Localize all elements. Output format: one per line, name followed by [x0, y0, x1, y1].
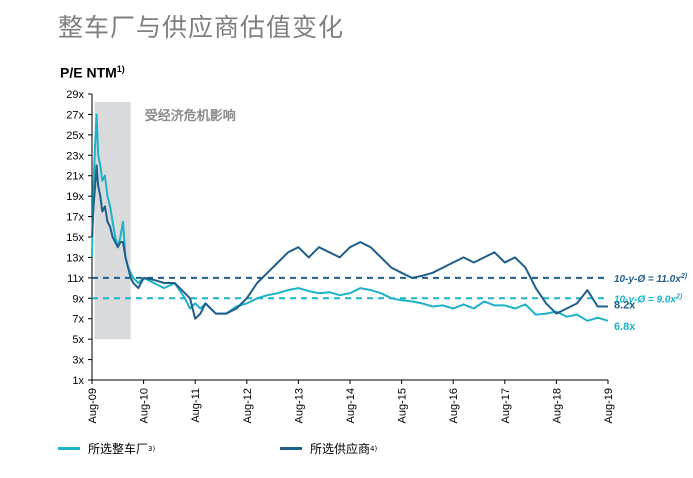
y-tick-label: 19x [66, 191, 84, 203]
y-tick-label: 13x [66, 252, 84, 264]
x-tick-label: Aug-18 [551, 388, 563, 423]
y-tick-label: 9x [72, 293, 84, 305]
y-tick-label: 25x [66, 130, 84, 142]
x-tick-label: Aug-11 [190, 388, 202, 423]
series-end-label: 6.8x [614, 321, 636, 333]
crisis-label: 受经济危机影响 [145, 108, 236, 124]
x-tick-label: Aug-10 [139, 388, 151, 423]
legend-item-supplier: 所选供应商 4) [280, 440, 377, 457]
y-tick-label: 11x [67, 273, 84, 285]
avg-label: 10-y-Ø = 9.0x2) [614, 293, 683, 305]
legend-label-oem: 所选整车厂 [88, 442, 149, 456]
y-axis-label-note: 1) [116, 64, 125, 74]
series-line [91, 164, 608, 320]
legend-item-oem: 所选整车厂 3) [58, 440, 155, 457]
x-tick-label: Aug-19 [603, 388, 615, 423]
y-axis-label-text: P/E NTM [60, 64, 117, 81]
legend-swatch-supplier [280, 447, 302, 450]
x-tick-label: Aug-17 [500, 388, 512, 423]
y-tick-label: 27x [66, 109, 84, 121]
avg-label: 10-y-Ø = 11.0x2) [614, 273, 688, 285]
y-tick-label: 21x [66, 171, 84, 183]
y-tick-label: 1x [72, 375, 84, 387]
x-tick-label: Aug-15 [397, 388, 409, 423]
x-tick-label: Aug-16 [448, 388, 460, 423]
page-title: 整车厂与供应商估值变化 [58, 13, 345, 42]
y-tick-label: 5x [72, 334, 84, 346]
y-tick-label: 29x [66, 89, 84, 101]
x-tick-label: Aug-12 [242, 388, 254, 423]
legend-note-supplier: 4) [370, 444, 378, 453]
y-tick-label: 17x [66, 212, 84, 224]
y-tick-label: 3x [72, 355, 84, 367]
x-tick-label: Aug-09 [87, 388, 99, 423]
legend-swatch-oem [58, 447, 80, 450]
y-axis-label: P/E NTM1) [60, 64, 125, 81]
x-tick-label: Aug-14 [345, 388, 357, 423]
series-line [91, 113, 609, 322]
y-tick-label: 23x [66, 150, 84, 162]
y-tick-label: 7x [72, 314, 84, 326]
legend-note-oem: 3) [148, 444, 156, 453]
legend-label-supplier: 所选供应商 [310, 442, 371, 456]
y-tick-label: 15x [66, 232, 84, 244]
series-end-label: 8.2x [614, 299, 636, 311]
x-tick-label: Aug-13 [293, 388, 305, 423]
